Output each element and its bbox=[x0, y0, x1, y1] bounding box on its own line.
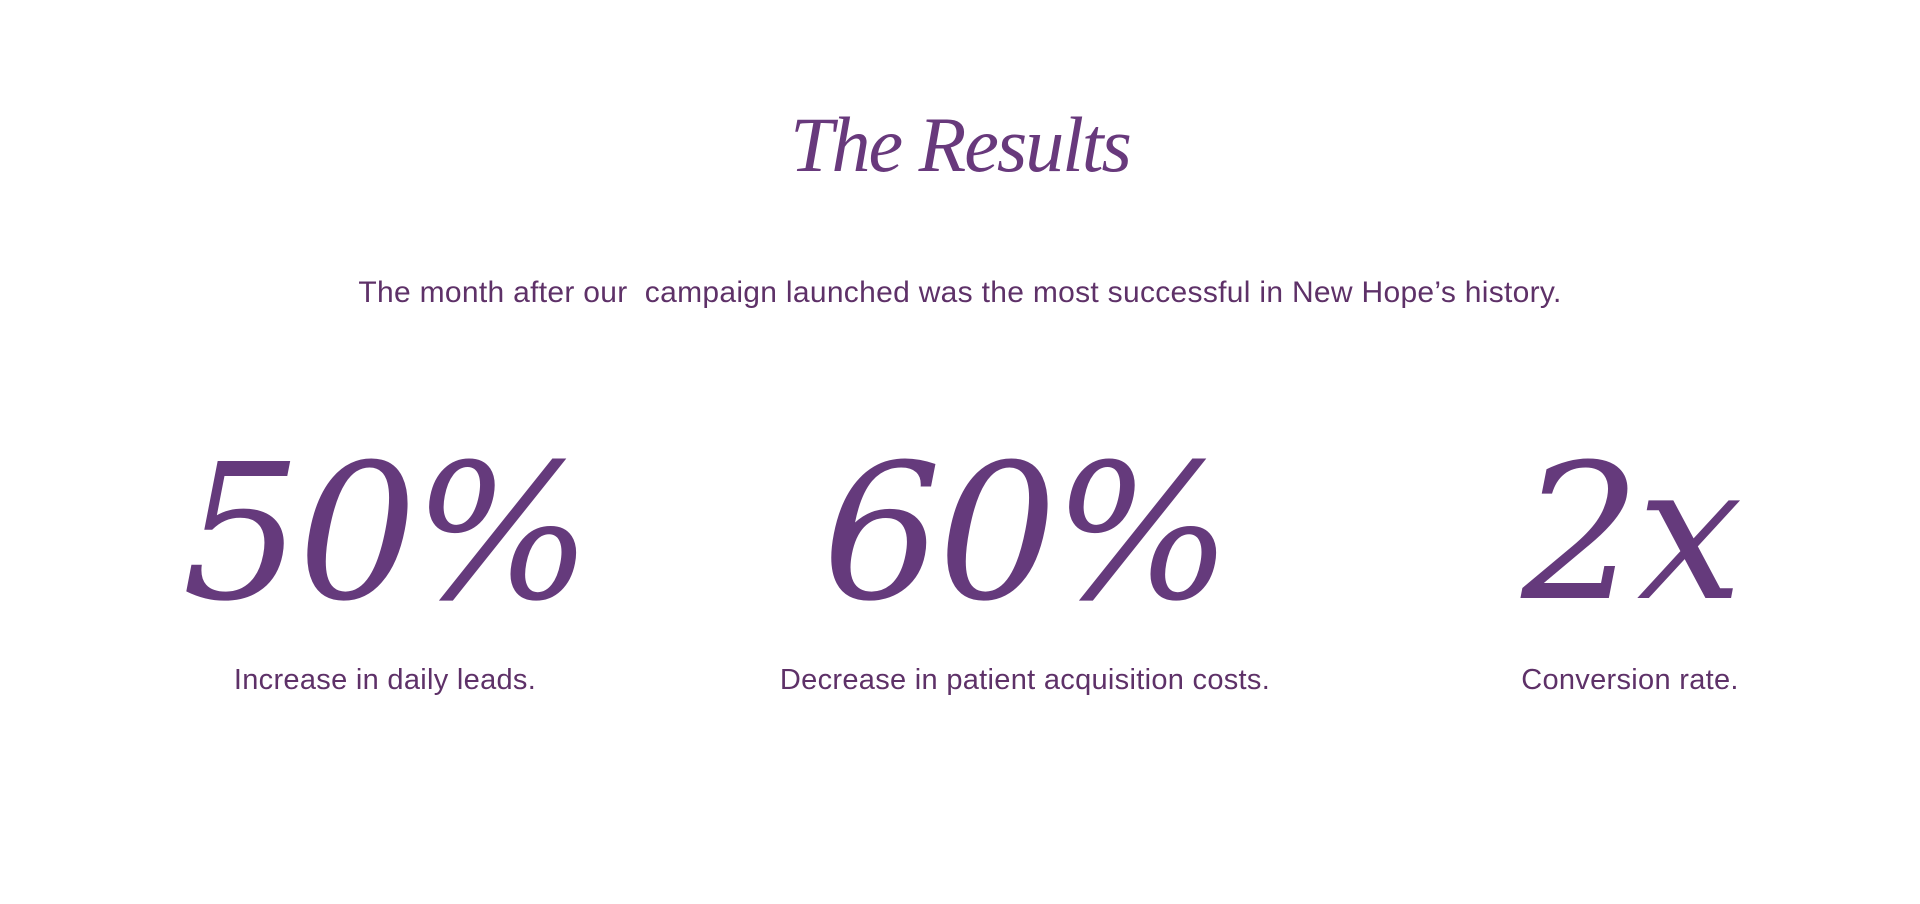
stat-card-daily-leads: 50% Increase in daily leads. bbox=[125, 440, 645, 698]
section-title: The Results bbox=[790, 101, 1132, 188]
stat-value-acquisition-costs: 60% bbox=[822, 424, 1232, 643]
stat-label-daily-leads: Increase in daily leads. bbox=[233, 664, 537, 696]
stat-label-acquisition-costs: Decrease in patient acquisition costs. bbox=[779, 664, 1271, 696]
stat-value-conversion-rate: 2x bbox=[1521, 424, 1743, 643]
stats-row: 50% Increase in daily leads. 60% Decreas… bbox=[0, 440, 1920, 760]
stat-card-acquisition-costs: 60% Decrease in patient acquisition cost… bbox=[765, 440, 1285, 698]
stat-value-daily-leads: 50% bbox=[182, 424, 592, 643]
stat-label-conversion-rate: Conversion rate. bbox=[1521, 664, 1739, 696]
stat-card-conversion-rate: 2x Conversion rate. bbox=[1370, 440, 1890, 698]
section-subtitle: The month after our campaign launched wa… bbox=[358, 276, 1562, 309]
